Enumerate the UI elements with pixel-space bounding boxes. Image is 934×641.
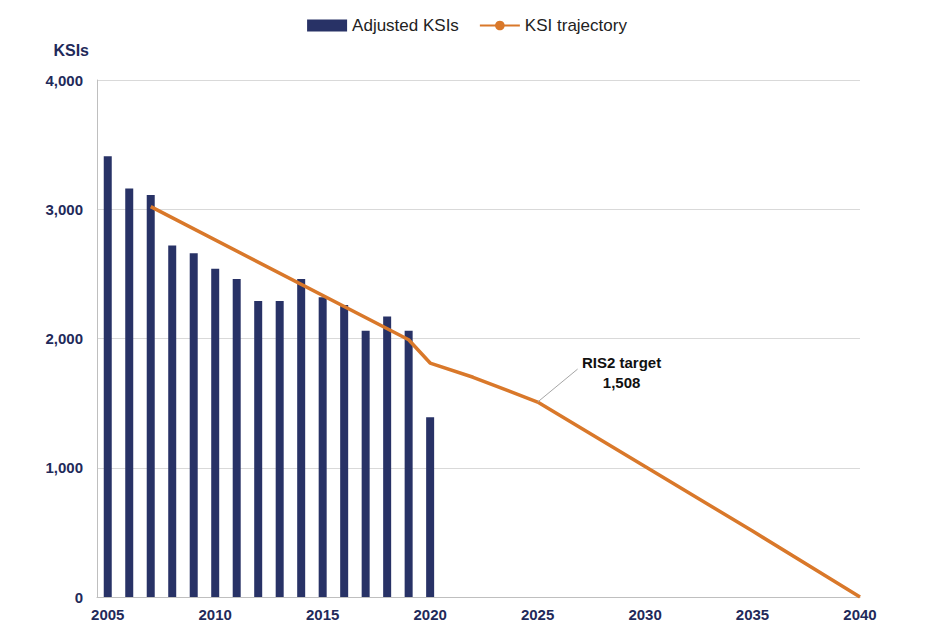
svg-text:2005: 2005 <box>91 606 124 623</box>
svg-text:1,000: 1,000 <box>45 459 83 476</box>
svg-text:4,000: 4,000 <box>45 72 83 89</box>
svg-text:2,000: 2,000 <box>45 330 83 347</box>
svg-text:1,508: 1,508 <box>603 374 641 391</box>
svg-text:2015: 2015 <box>306 606 339 623</box>
svg-text:2040: 2040 <box>843 606 876 623</box>
svg-text:RIS2 target: RIS2 target <box>582 354 661 371</box>
svg-text:2020: 2020 <box>413 606 446 623</box>
svg-text:2035: 2035 <box>736 606 769 623</box>
svg-text:2010: 2010 <box>199 606 232 623</box>
svg-text:2025: 2025 <box>521 606 554 623</box>
svg-text:KSIs: KSIs <box>53 42 89 59</box>
svg-text:2030: 2030 <box>628 606 661 623</box>
svg-text:Adjusted KSIs: Adjusted KSIs <box>352 16 459 35</box>
svg-text:3,000: 3,000 <box>45 201 83 218</box>
svg-text:0: 0 <box>75 589 83 606</box>
svg-text:KSI trajectory: KSI trajectory <box>525 16 628 35</box>
